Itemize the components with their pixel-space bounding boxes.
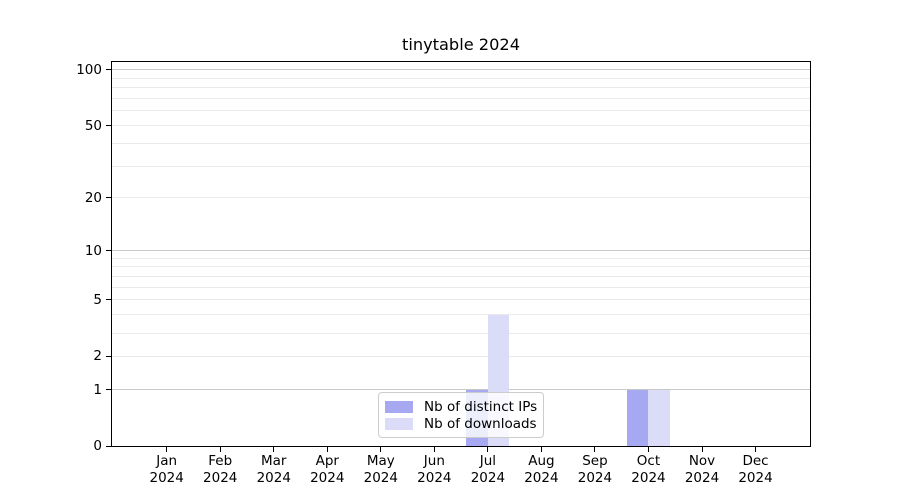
- x-tick-label-jul: Jul 2024: [456, 453, 520, 487]
- legend-label-distinct-ips: Nb of distinct IPs: [424, 398, 538, 415]
- x-tick-month: Jul: [479, 453, 497, 469]
- legend-label-downloads: Nb of downloads: [424, 415, 537, 432]
- x-tick-label-aug: Aug 2024: [509, 453, 573, 487]
- x-tick-mark-sep: [594, 447, 596, 452]
- gridline-minor-60: [112, 110, 810, 112]
- y-tick-label-50: 50: [84, 117, 102, 134]
- x-tick-year: 2024: [631, 470, 666, 486]
- x-tick-label-may: May 2024: [349, 453, 413, 487]
- y-tick-mark-1: [106, 389, 111, 390]
- gridline-minor-7: [112, 276, 810, 278]
- legend-item-downloads: Nb of downloads: [385, 415, 537, 432]
- legend-item-distinct-ips: Nb of distinct IPs: [385, 398, 538, 415]
- x-tick-month: Apr: [315, 453, 339, 469]
- x-tick-month: Jan: [156, 453, 178, 469]
- gridline-minor-4: [112, 314, 810, 316]
- y-tick-label-10: 10: [84, 242, 102, 259]
- legend: Nb of distinct IPs Nb of downloads: [378, 392, 544, 438]
- legend-swatch-downloads: [385, 417, 413, 430]
- x-tick-mark-aug: [540, 447, 542, 452]
- gridline-minor-50: [112, 125, 810, 127]
- x-tick-year: 2024: [684, 470, 720, 486]
- gridline-minor-2: [112, 355, 810, 357]
- y-tick-mark-100: [106, 69, 111, 71]
- y-tick-label-1: 1: [93, 381, 102, 398]
- x-tick-year: 2024: [577, 470, 613, 486]
- x-tick-mark-feb: [219, 447, 221, 452]
- x-tick-mark-jul: [487, 447, 489, 452]
- gridline-minor-20: [112, 197, 810, 199]
- x-tick-label-dec: Dec 2024: [724, 453, 788, 487]
- x-tick-label-nov: Nov 2024: [670, 453, 734, 487]
- x-tick-mark-may: [380, 447, 382, 452]
- x-tick-mark-nov: [701, 447, 703, 452]
- x-tick-month: Feb: [208, 453, 233, 469]
- x-tick-label-feb: Feb 2024: [188, 453, 252, 487]
- x-tick-mark-jun: [433, 447, 435, 452]
- gridline-minor-3: [112, 332, 810, 334]
- x-tick-label-mar: Mar 2024: [242, 453, 306, 487]
- x-tick-mark-mar: [273, 447, 275, 452]
- x-tick-month: May: [366, 453, 395, 469]
- y-tick-mark-2: [106, 355, 111, 357]
- gridline-major-1: [112, 389, 810, 390]
- x-tick-mark-oct: [647, 447, 649, 452]
- x-tick-label-jan: Jan 2024: [135, 453, 199, 487]
- x-tick-year: 2024: [149, 470, 184, 486]
- x-tick-month: Nov: [688, 453, 716, 469]
- gridline-minor-6: [112, 286, 810, 288]
- gridline-minor-9: [112, 257, 810, 259]
- x-tick-label-jun: Jun 2024: [402, 453, 466, 487]
- x-tick-mark-dec: [755, 447, 757, 452]
- x-tick-mark-apr: [326, 447, 328, 452]
- gridline-major-10: [112, 250, 810, 252]
- gridline-minor-30: [112, 165, 810, 167]
- y-tick-label-5: 5: [93, 291, 102, 308]
- x-tick-year: 2024: [256, 470, 291, 486]
- x-tick-label-sep: Sep 2024: [563, 453, 627, 487]
- gridline-minor-40: [112, 142, 810, 144]
- x-tick-month: Mar: [261, 453, 287, 469]
- gridline-minor-5: [112, 299, 810, 301]
- x-tick-year: 2024: [203, 470, 238, 486]
- y-tick-label-0: 0: [93, 438, 102, 454]
- x-tick-label-oct: Oct 2024: [616, 453, 680, 487]
- y-tick-label-100: 100: [76, 61, 102, 78]
- plot-area: Nb of distinct IPs Nb of downloads: [111, 61, 811, 447]
- x-tick-year: 2024: [310, 470, 345, 486]
- x-tick-label-apr: Apr 2024: [295, 453, 359, 487]
- y-tick-label-2: 2: [93, 348, 102, 365]
- chart-title: tinytable 2024: [401, 35, 521, 54]
- x-tick-month: Sep: [582, 453, 608, 469]
- x-tick-year: 2024: [417, 470, 452, 486]
- x-tick-mark-jan: [166, 447, 168, 452]
- gridline-minor-80: [112, 87, 810, 89]
- y-tick-label-20: 20: [84, 189, 102, 206]
- x-tick-year: 2024: [738, 470, 773, 486]
- gridline-minor-70: [112, 98, 810, 100]
- bar-downloads-oct: [648, 389, 670, 446]
- bar-distinct-ips-oct: [627, 389, 649, 446]
- y-tick-mark-20: [106, 197, 111, 199]
- x-tick-year: 2024: [363, 470, 398, 486]
- y-tick-mark-50: [106, 125, 111, 127]
- gridline-minor-90: [112, 77, 810, 79]
- gridline-minor-8: [112, 266, 810, 268]
- x-tick-year: 2024: [470, 470, 506, 486]
- y-tick-mark-5: [106, 299, 111, 301]
- x-tick-month: Aug: [528, 453, 555, 469]
- legend-swatch-distinct-ips: [385, 400, 413, 413]
- y-tick-mark-10: [106, 250, 111, 252]
- x-tick-year: 2024: [524, 470, 559, 486]
- x-tick-month: Oct: [636, 453, 661, 469]
- x-tick-month: Dec: [742, 453, 769, 469]
- x-tick-month: Jun: [423, 453, 445, 469]
- y-tick-mark-0: [106, 445, 111, 447]
- gridline-major-100: [112, 69, 810, 71]
